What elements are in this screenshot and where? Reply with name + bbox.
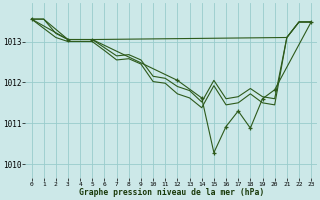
X-axis label: Graphe pression niveau de la mer (hPa): Graphe pression niveau de la mer (hPa) bbox=[79, 188, 264, 197]
